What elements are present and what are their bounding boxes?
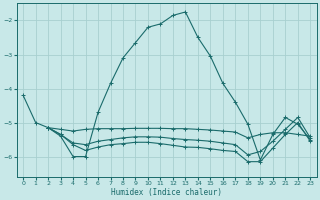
X-axis label: Humidex (Indice chaleur): Humidex (Indice chaleur)	[111, 188, 222, 197]
